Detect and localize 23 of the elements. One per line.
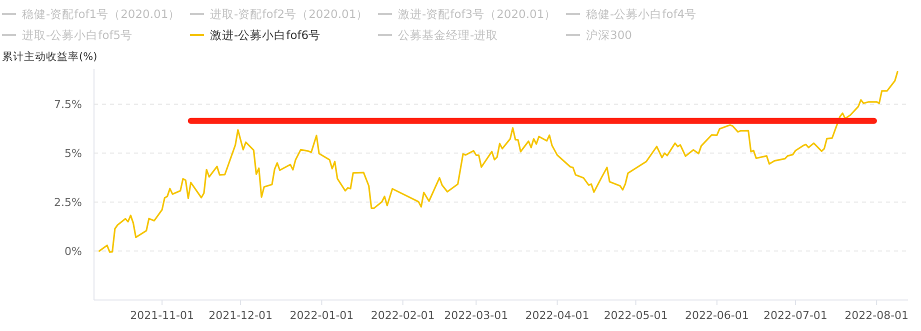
x-tick-label: 2022-03-01	[444, 309, 508, 322]
y-tick-label: 7.5%	[54, 98, 82, 112]
y-axis-title: 累计主动收益率(%)	[2, 50, 98, 63]
x-tick-label: 2021-11-01	[130, 309, 194, 322]
legend-label: 进取-资配fof2号（2020.01）	[210, 7, 368, 21]
legend-label: 公募基金经理-进取	[398, 28, 498, 42]
x-tick-label: 2022-06-01	[684, 309, 749, 322]
y-tick-label: 2.5%	[54, 196, 82, 210]
legend-label: 激进-公募小白fof6号	[210, 28, 321, 42]
x-tick-label: 2022-02-01	[370, 309, 435, 322]
x-tick-label: 2022-07-01	[763, 309, 828, 322]
legend-label: 激进-资配fof3号（2020.01）	[398, 7, 556, 21]
x-tick-label: 2022-01-01	[290, 309, 354, 322]
x-tick-label: 2021-12-01	[208, 309, 273, 322]
legend-label: 进取-公募小白fof5号	[22, 28, 133, 42]
legend-label: 稳健-资配fof1号（2020.01）	[22, 7, 180, 21]
x-tick-label: 2022-08-01	[844, 309, 909, 322]
x-tick-label: 2022-05-01	[604, 309, 668, 322]
legend-label: 稳健-公募小白fof4号	[586, 7, 697, 21]
legend-label: 沪深300	[586, 28, 632, 42]
x-tick-label: 2022-04-01	[525, 309, 590, 322]
y-tick-label: 0%	[64, 245, 82, 258]
y-tick-label: 5%	[64, 147, 82, 160]
